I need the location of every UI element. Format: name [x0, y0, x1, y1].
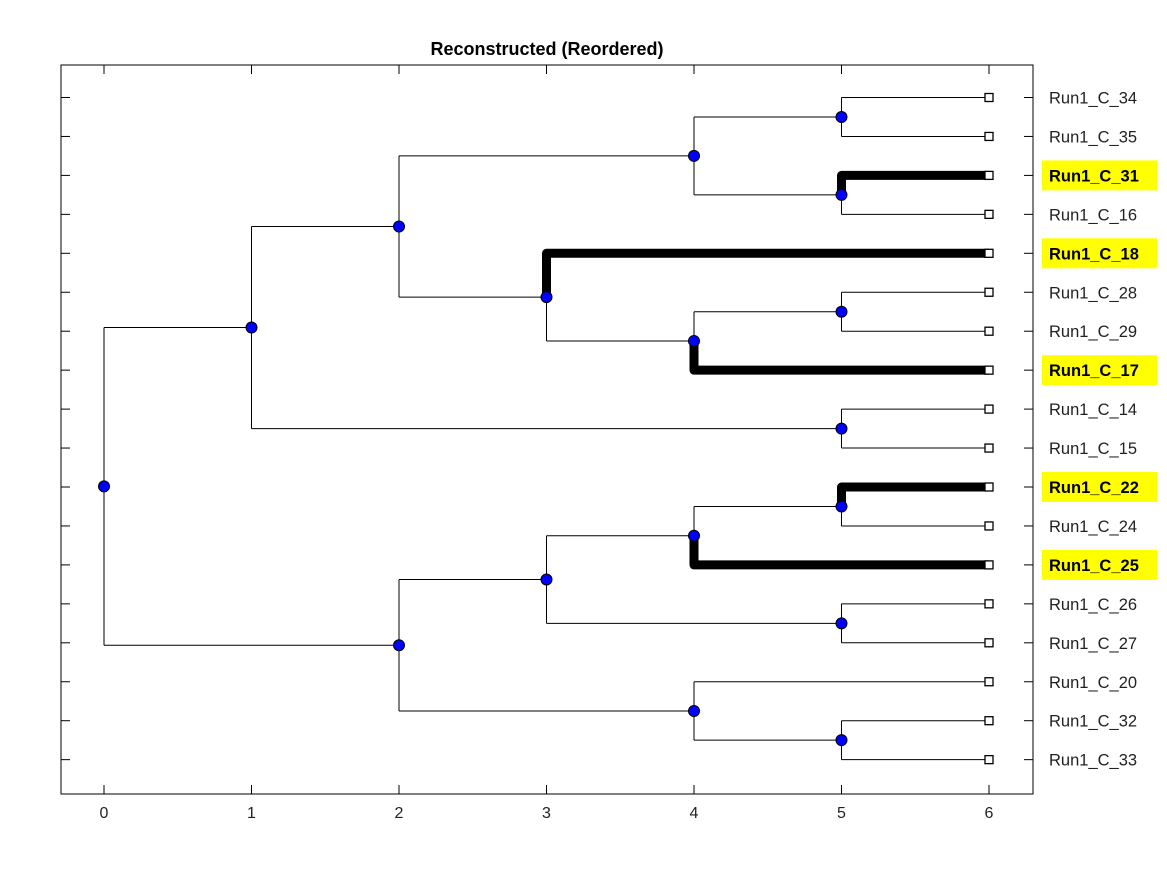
leaf-node: [984, 365, 994, 375]
internal-node: [688, 704, 700, 717]
highlight-edge: [837, 170, 989, 195]
leaf-node: [984, 92, 994, 103]
highlight-edge: [542, 248, 989, 298]
leaf-label: Run1_C_35: [1049, 128, 1137, 146]
leaf-label: Run1_C_14: [1049, 401, 1137, 419]
leaf-label: Run1_C_15: [1049, 440, 1137, 458]
internal-node: [245, 321, 258, 334]
leaf-label: Run1_C_25: [1049, 557, 1139, 575]
leaf-label: Run1_C_18: [1049, 245, 1139, 263]
leaf-label-highlight: [1042, 160, 1157, 191]
internal-node: [393, 220, 405, 233]
leaf-label: Run1_C_28: [1049, 284, 1137, 302]
leaf-node: [984, 287, 994, 297]
leaf-label: Run1_C_17: [1049, 362, 1139, 380]
x-tick-label: 0: [100, 805, 109, 822]
internal-node: [688, 149, 700, 162]
internal-node: [835, 617, 848, 630]
leaf-label: Run1_C_20: [1049, 674, 1137, 692]
internal-node: [835, 422, 848, 435]
tree-edges: [103, 97, 989, 761]
axis-ticks: 0 1 2 3 4 5 6: [61, 65, 1033, 822]
internal-node: [393, 639, 405, 652]
internal-node: [540, 573, 553, 586]
highlight-edges: [542, 170, 989, 570]
tree-nodes: [98, 92, 994, 765]
x-tick-label: 4: [690, 805, 699, 822]
internal-node: [835, 305, 848, 318]
leaf-node: [984, 755, 994, 765]
leaf-node: [984, 131, 994, 142]
leaf-label: Run1_C_22: [1049, 479, 1139, 497]
leaf-node: [984, 560, 994, 570]
highlight-edge: [689, 535, 989, 570]
leaf-label: Run1_C_34: [1049, 90, 1137, 108]
internal-node: [835, 500, 848, 513]
x-tick-label: 1: [247, 805, 256, 822]
leaf-node: [984, 716, 994, 726]
leaf-node: [984, 209, 994, 220]
leaf-node: [984, 638, 994, 648]
highlight-edge: [837, 482, 989, 507]
leaf-label: Run1_C_29: [1049, 323, 1137, 341]
chart-title: Reconstructed (Reordered): [430, 39, 663, 59]
leaf-label: Run1_C_26: [1049, 596, 1137, 614]
leaf-node: [984, 521, 994, 531]
leaf-label: Run1_C_16: [1049, 206, 1137, 224]
x-tick-label: 3: [542, 805, 551, 822]
internal-node: [98, 480, 110, 493]
leaf-node: [984, 599, 994, 609]
highlight-edge: [689, 340, 989, 375]
leaf-label-highlight: [1042, 549, 1157, 580]
leaf-node: [984, 404, 994, 414]
internal-node: [688, 334, 700, 347]
leaf-node: [984, 170, 994, 181]
leaf-labels: Run1_C_34 Run1_C_35 Run1_C_31 Run1_C_16 Run1…: [1042, 90, 1157, 770]
internal-node: [688, 529, 700, 542]
leaf-label-highlight: [1042, 238, 1157, 269]
internal-node: [835, 734, 848, 747]
internal-node: [835, 110, 848, 123]
leaf-node: [984, 443, 994, 453]
leaf-label: Run1_C_27: [1049, 635, 1137, 653]
leaf-node: [984, 248, 994, 258]
leaf-label: Run1_C_33: [1049, 752, 1137, 770]
leaf-label-highlight: [1042, 472, 1157, 502]
leaf-label-highlight: [1042, 355, 1157, 386]
leaf-label: Run1_C_31: [1049, 167, 1139, 185]
internal-node: [540, 291, 553, 304]
x-tick-label: 5: [837, 805, 846, 822]
leaf-label: Run1_C_24: [1049, 518, 1137, 536]
leaf-node: [984, 677, 994, 687]
x-tick-label: 6: [985, 805, 994, 822]
internal-node: [835, 188, 848, 201]
leaf-node: [984, 482, 994, 492]
leaf-node: [984, 326, 994, 336]
x-tick-label: 2: [395, 805, 404, 822]
leaf-label: Run1_C_32: [1049, 713, 1137, 731]
